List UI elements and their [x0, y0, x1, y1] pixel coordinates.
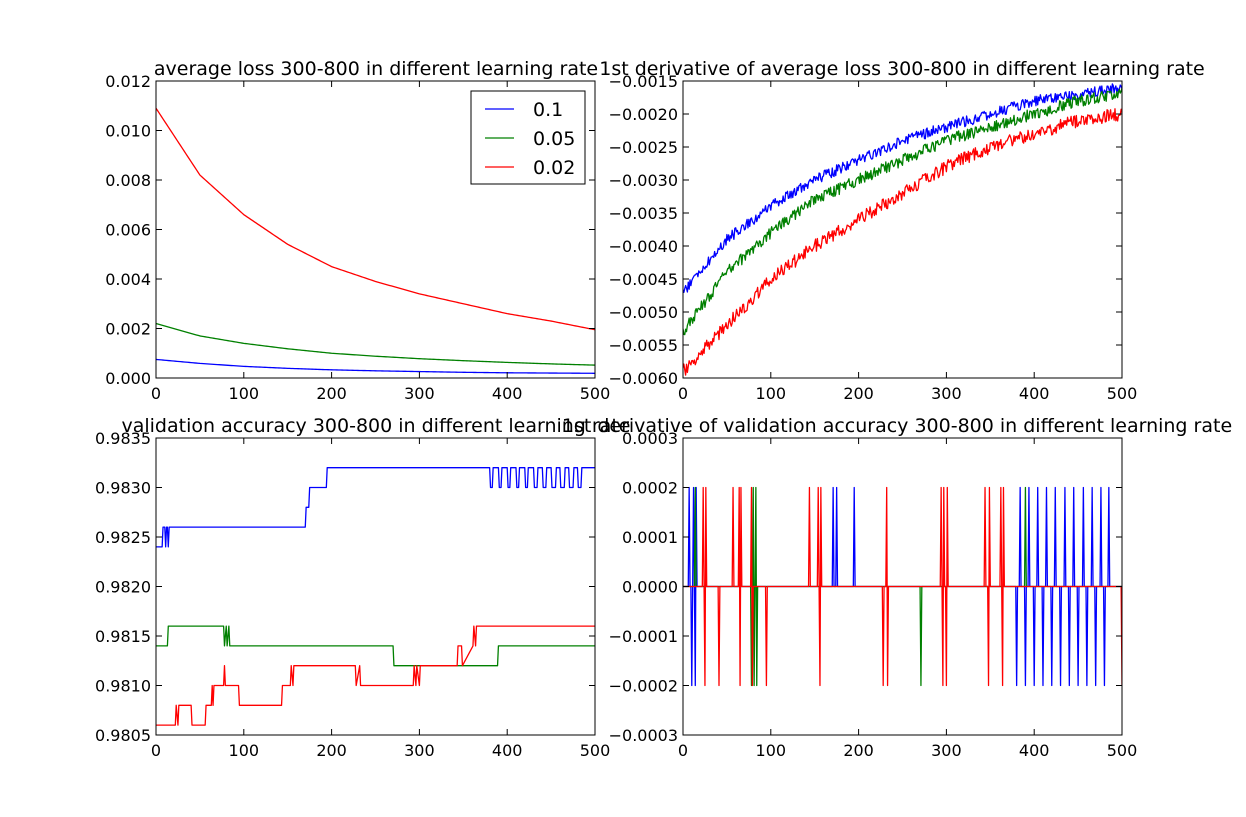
y-tick-label: −0.0040 — [609, 237, 678, 256]
y-tick-label: −0.0020 — [609, 105, 678, 124]
plot-area — [156, 467, 595, 726]
series-line-0_02 — [156, 107, 595, 331]
y-tick-label: 0.9810 — [95, 677, 151, 696]
y-tick-label: 0.008 — [105, 171, 151, 190]
y-tick-label: −0.0035 — [609, 204, 678, 223]
plot-area — [683, 83, 1122, 376]
x-tick-label: 100 — [756, 384, 787, 403]
x-tick-label: 0 — [151, 384, 161, 403]
series-line-0_1 — [683, 83, 1122, 293]
x-tick-label: 400 — [492, 741, 523, 760]
plot-area — [683, 486, 1122, 687]
x-tick-label: 500 — [1107, 384, 1138, 403]
chart-title: validation accuracy 300-800 in different… — [121, 415, 630, 437]
y-tick-label: 0.9805 — [95, 726, 151, 745]
y-tick-label: 0.004 — [105, 270, 151, 289]
x-tick-label: 400 — [1019, 741, 1050, 760]
x-tick-label: 500 — [580, 741, 611, 760]
y-tick-label: 0.9835 — [95, 429, 151, 448]
y-tick-label: −0.0025 — [609, 138, 678, 157]
y-tick-label: 0.0003 — [622, 429, 678, 448]
y-tick-label: 0.0000 — [622, 578, 678, 597]
series-line-0_05 — [683, 88, 1122, 336]
y-tick-label: −0.0050 — [609, 303, 678, 322]
legend: 0.1 0.05 0.02 — [470, 90, 586, 185]
x-tick-label: 300 — [931, 741, 962, 760]
x-tick-label: 500 — [580, 384, 611, 403]
y-tick-label: 0.9830 — [95, 479, 151, 498]
x-tick-label: 200 — [316, 384, 347, 403]
y-tick-label: 0.006 — [105, 221, 151, 240]
y-tick-label: 0.012 — [105, 72, 151, 91]
x-tick-label: 0 — [678, 384, 688, 403]
y-tick-label: −0.0045 — [609, 270, 678, 289]
plot-area — [156, 107, 595, 374]
chart-title: 1st derivative of average loss 300-800 i… — [599, 58, 1205, 80]
series-line-0_02 — [683, 108, 1122, 376]
y-tick-label: 0.9815 — [95, 627, 151, 646]
y-tick-label: 0.0002 — [622, 479, 678, 498]
average-loss-chart: average loss 300-800 in different learni… — [105, 58, 610, 403]
accuracy-derivative-chart: 1st derivative of validation accuracy 30… — [562, 415, 1232, 760]
y-tick-label: −0.0030 — [609, 171, 678, 190]
validation-accuracy-chart: validation accuracy 300-800 in different… — [95, 415, 630, 760]
y-tick-label: 0.9820 — [95, 578, 151, 597]
x-tick-label: 100 — [229, 384, 260, 403]
series-line-0_05 — [156, 625, 595, 667]
chart-title: average loss 300-800 in different learni… — [154, 58, 598, 80]
series-line-0_1 — [156, 467, 595, 548]
loss-derivative-chart: 1st derivative of average loss 300-800 i… — [599, 58, 1205, 403]
x-tick-label: 100 — [756, 741, 787, 760]
y-tick-label: −0.0002 — [609, 677, 678, 696]
legend-label: 0.05 — [533, 128, 575, 150]
y-tick-label: −0.0015 — [609, 72, 678, 91]
chart-title: 1st derivative of validation accuracy 30… — [562, 415, 1232, 437]
y-tick-label: 0.0001 — [622, 528, 678, 547]
x-tick-label: 200 — [316, 741, 347, 760]
y-tick-label: −0.0003 — [609, 726, 678, 745]
series-line-0_05 — [156, 322, 595, 366]
x-tick-label: 400 — [492, 384, 523, 403]
legend-label: 0.1 — [533, 99, 563, 121]
x-tick-label: 400 — [1019, 384, 1050, 403]
y-tick-label: −0.0060 — [609, 369, 678, 388]
x-tick-label: 200 — [843, 384, 874, 403]
y-tick-label: 0.010 — [105, 122, 151, 141]
y-tick-label: −0.0001 — [609, 627, 678, 646]
legend-label: 0.02 — [533, 157, 575, 179]
x-tick-label: 300 — [404, 741, 435, 760]
x-tick-label: 500 — [1107, 741, 1138, 760]
axes-frame — [682, 80, 1123, 379]
x-tick-label: 300 — [931, 384, 962, 403]
x-tick-label: 0 — [678, 741, 688, 760]
x-tick-label: 300 — [404, 384, 435, 403]
y-tick-label: −0.0055 — [609, 336, 678, 355]
series-line-0_02 — [683, 486, 1122, 687]
series-line-0_1 — [156, 358, 595, 374]
y-tick-label: 0.9825 — [95, 528, 151, 547]
y-tick-label: 0.000 — [105, 369, 151, 388]
x-tick-label: 100 — [229, 741, 260, 760]
x-tick-label: 0 — [151, 741, 161, 760]
y-tick-label: 0.002 — [105, 320, 151, 339]
x-tick-label: 200 — [843, 741, 874, 760]
series-line-0_02 — [156, 625, 595, 726]
